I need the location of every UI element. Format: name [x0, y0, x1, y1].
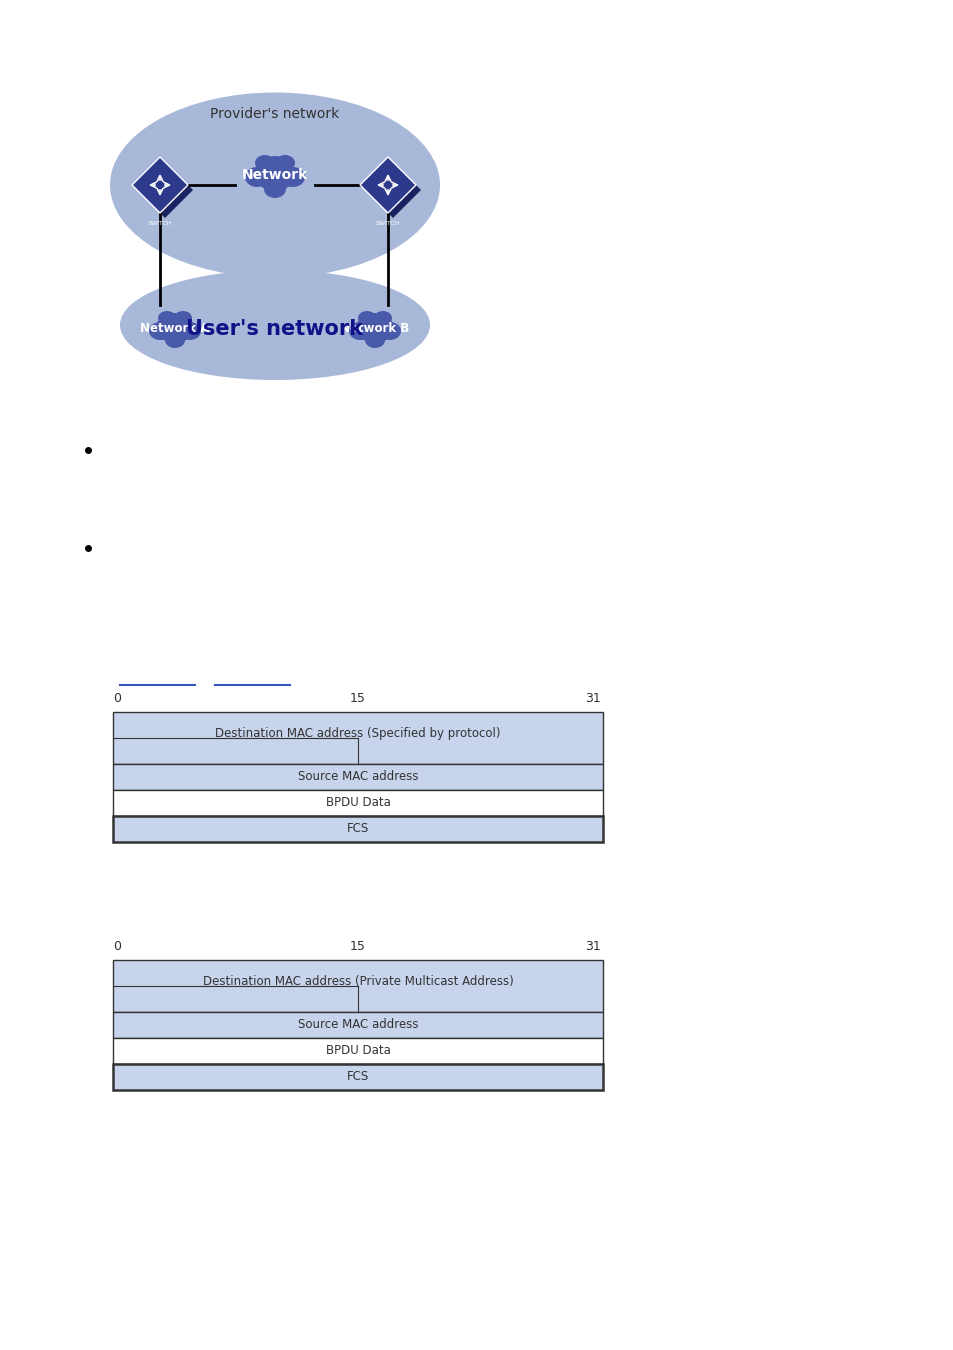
Bar: [112, 1064, 602, 1089]
Ellipse shape: [120, 270, 430, 379]
Text: FCS: FCS: [347, 822, 369, 836]
Text: 31: 31: [584, 691, 600, 705]
Text: SWITCH: SWITCH: [148, 221, 172, 225]
Text: Network A: Network A: [140, 321, 210, 335]
Ellipse shape: [274, 155, 294, 171]
Bar: [112, 815, 602, 842]
Polygon shape: [365, 162, 420, 217]
Text: Network B: Network B: [340, 321, 409, 335]
Ellipse shape: [158, 310, 175, 325]
Text: 15: 15: [350, 940, 366, 953]
Ellipse shape: [281, 167, 305, 188]
Polygon shape: [359, 157, 416, 213]
Ellipse shape: [365, 332, 385, 348]
Ellipse shape: [378, 323, 400, 340]
Ellipse shape: [179, 323, 201, 340]
Polygon shape: [137, 162, 193, 217]
Text: 0: 0: [112, 940, 121, 953]
Ellipse shape: [254, 159, 294, 190]
Ellipse shape: [165, 332, 185, 348]
Ellipse shape: [355, 313, 394, 343]
Ellipse shape: [262, 157, 288, 178]
Bar: [112, 960, 602, 1012]
Text: BPDU Data: BPDU Data: [325, 796, 390, 810]
Ellipse shape: [349, 323, 371, 340]
Bar: [112, 1012, 602, 1038]
Bar: [112, 1038, 602, 1064]
Ellipse shape: [245, 167, 269, 188]
Ellipse shape: [357, 310, 375, 325]
Text: User's network: User's network: [186, 319, 363, 339]
Text: Source MAC address: Source MAC address: [297, 771, 417, 783]
Ellipse shape: [156, 313, 193, 343]
Text: BPDU Data: BPDU Data: [325, 1045, 390, 1057]
Ellipse shape: [149, 323, 171, 340]
Text: Destination MAC address (Private Multicast Address): Destination MAC address (Private Multica…: [202, 975, 513, 988]
Ellipse shape: [173, 310, 192, 325]
Ellipse shape: [110, 93, 439, 278]
Bar: [112, 711, 602, 764]
Text: SWITCH: SWITCH: [375, 221, 400, 225]
Text: 15: 15: [350, 691, 366, 705]
Ellipse shape: [264, 180, 286, 198]
Ellipse shape: [254, 155, 274, 171]
Bar: [112, 764, 602, 790]
Bar: [112, 790, 602, 815]
Text: Network: Network: [242, 167, 308, 182]
Text: Destination MAC address (Specified by protocol): Destination MAC address (Specified by pr…: [215, 728, 500, 740]
Text: FCS: FCS: [347, 1071, 369, 1084]
Polygon shape: [132, 157, 188, 213]
Text: Provider's network: Provider's network: [211, 108, 339, 122]
Ellipse shape: [374, 310, 392, 325]
Text: 0: 0: [112, 691, 121, 705]
Text: 31: 31: [584, 940, 600, 953]
Text: Source MAC address: Source MAC address: [297, 1018, 417, 1031]
